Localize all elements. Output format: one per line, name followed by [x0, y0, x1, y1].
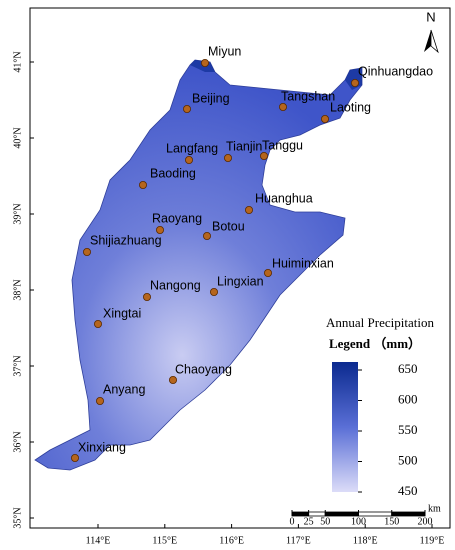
y-tick-label: 39°N: [12, 203, 23, 224]
station-dot: [263, 268, 272, 277]
station-label: Laoting: [330, 100, 371, 114]
station-dot: [96, 396, 105, 405]
scale-label: 100: [351, 516, 366, 527]
station-dot: [350, 79, 359, 88]
station-dot: [320, 115, 329, 124]
station-dot: [83, 247, 92, 256]
station-dot: [155, 225, 164, 234]
station-label: Chaoyang: [175, 362, 232, 376]
station-label: Anyang: [103, 382, 145, 396]
north-label: N: [426, 9, 435, 24]
legend-tick-label: 500: [398, 452, 418, 467]
station-label: Qinhuangdao: [358, 64, 433, 78]
station-label: Nangong: [150, 278, 201, 292]
scale-label: 200: [418, 516, 433, 527]
x-tick-label: 118°E: [353, 535, 378, 546]
y-tick-label: 35°N: [12, 507, 23, 528]
station-label: Tanggu: [262, 138, 303, 152]
x-tick-label: 114°E: [86, 535, 111, 546]
station-label: Miyun: [208, 44, 241, 58]
station-label: Botou: [212, 219, 245, 233]
station-dot: [200, 59, 209, 68]
station-label: Langfang: [166, 141, 218, 155]
station-dot: [223, 153, 232, 162]
legend-tick-label: 450: [398, 483, 418, 498]
y-tick-label: 38°N: [12, 279, 23, 300]
station-label: Tianjin: [226, 139, 262, 153]
station-dot: [71, 453, 80, 462]
scale-label: 150: [384, 516, 399, 527]
station-dot: [209, 287, 218, 296]
y-tick-label: 36°N: [12, 431, 23, 452]
station-label: Beijing: [192, 91, 230, 105]
station-dot: [259, 151, 268, 160]
y-tick-label: 41°N: [12, 51, 23, 72]
x-tick-label: 119°E: [420, 535, 445, 546]
station-label: Xinxiang: [78, 440, 126, 454]
station-dot: [182, 105, 191, 114]
color-bar: [332, 362, 358, 492]
legend-tick-label: 600: [398, 391, 418, 406]
north-arrow: N: [424, 9, 439, 54]
station-label: Xingtai: [103, 306, 141, 320]
station-dot: [168, 375, 177, 384]
station-label: Baoding: [150, 166, 196, 180]
station-dot: [244, 205, 253, 214]
y-tick-label: 40°N: [12, 127, 23, 148]
scale-label: 50: [320, 516, 330, 527]
station-label: Tangshan: [281, 89, 335, 103]
y-tick-label: 37°N: [12, 355, 23, 376]
legend-title: Annual Precipitation: [326, 315, 434, 330]
scale-label: 25: [304, 516, 314, 527]
x-tick-label: 115°E: [152, 535, 177, 546]
station-dot: [202, 231, 211, 240]
legend-heading: Legend （mm）: [329, 336, 421, 351]
station-dot: [184, 155, 193, 164]
legend-tick-label: 650: [398, 361, 418, 376]
station-dot: [138, 180, 147, 189]
x-tick-label: 117°E: [286, 535, 311, 546]
legend-tick-label: 550: [398, 422, 418, 437]
station-label: Huanghua: [255, 191, 313, 205]
station-label: Huiminxian: [272, 256, 334, 270]
scale-unit: km: [428, 503, 441, 514]
x-tick-label: 116°E: [219, 535, 244, 546]
station-label: Raoyang: [152, 211, 202, 225]
scale-label: 0: [290, 516, 295, 527]
station-dot: [142, 292, 151, 301]
map-frame: [29, 7, 451, 529]
station-label: Shijiazhuang: [90, 233, 162, 247]
station-dot: [278, 103, 287, 112]
station-dot: [94, 319, 103, 328]
station-label: Lingxian: [217, 274, 264, 288]
